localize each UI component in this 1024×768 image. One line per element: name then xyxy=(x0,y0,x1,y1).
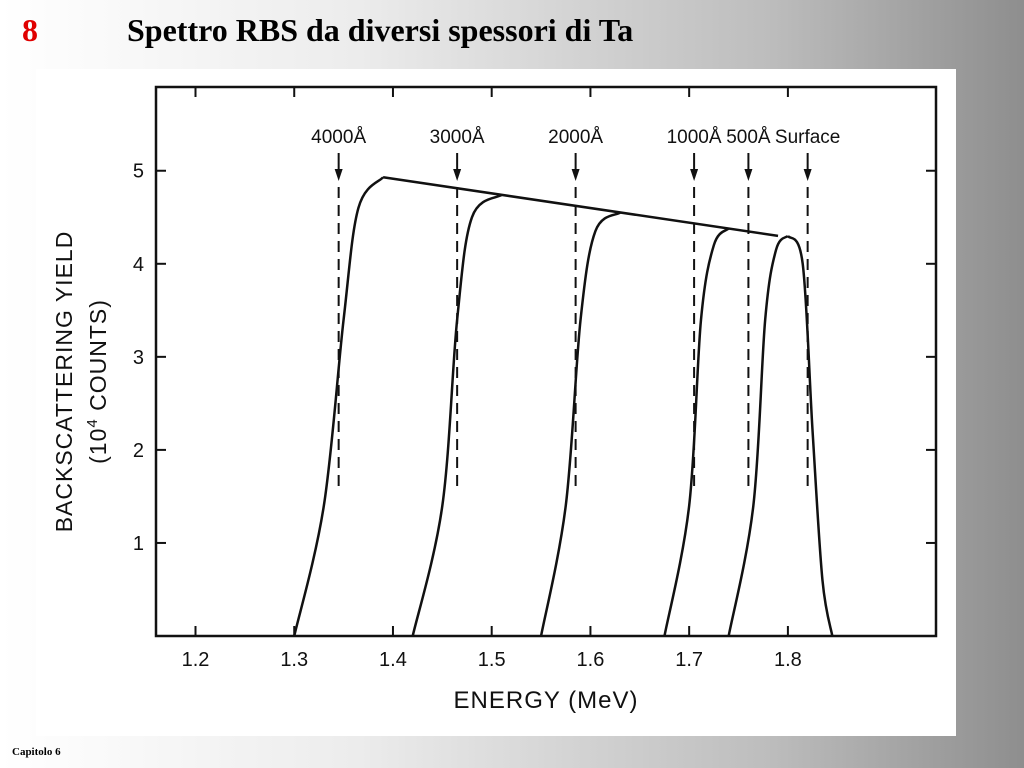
rbs-spectrum-figure: 1.2 1.3 1.4 1.5 1.6 1.7 1.8 1 2 3 4 5 ENERGY (MeV) BA… xyxy=(36,69,956,736)
depth-marker-arrowhead xyxy=(571,169,580,181)
slide-title: Spettro RBS da diversi spessori di Ta xyxy=(127,12,634,48)
depth-marker-arrowhead xyxy=(334,169,343,181)
x-tick-label: 1.6 xyxy=(577,649,605,671)
y-tick-label: 2 xyxy=(133,440,144,462)
y-axis-label: BACKSCATTERING YIELD xyxy=(51,231,77,533)
depth-marker-arrowhead xyxy=(803,169,812,181)
y-tick-label: 1 xyxy=(133,533,144,555)
spectrum-curve xyxy=(293,176,385,637)
plot-frame xyxy=(154,85,938,638)
spectrum-curve xyxy=(663,227,730,637)
x-tick-label: 1.3 xyxy=(280,649,308,671)
depth-marker-label: 4000Å xyxy=(311,127,366,148)
x-tick-label: 1.4 xyxy=(379,649,407,671)
depth-marker-label: 3000Å xyxy=(430,127,485,148)
spectrum-curve xyxy=(539,211,621,637)
depth-marker-arrowhead xyxy=(453,169,462,181)
slide-number: 8 xyxy=(22,12,38,48)
depth-marker-label: 2000Å xyxy=(548,127,603,148)
x-tick-label: 1.5 xyxy=(478,649,506,671)
y-tick-label: 3 xyxy=(133,347,144,369)
chapter-footer: Capitolo 6 xyxy=(12,746,61,758)
spectrum-curve xyxy=(786,235,834,637)
depth-marker-arrowhead xyxy=(744,169,753,181)
x-tick-label: 1.7 xyxy=(675,649,703,671)
y-tick-label: 5 xyxy=(133,161,144,183)
y-tick-label: 4 xyxy=(133,254,144,276)
depth-marker-label: Surface xyxy=(775,127,840,148)
depth-marker-label: 1000Å xyxy=(667,127,722,148)
depth-marker-arrowhead xyxy=(690,169,699,181)
y-axis-unit-label: (104 COUNTS) xyxy=(84,299,111,464)
spectrum-curve xyxy=(727,234,789,637)
x-axis-label: ENERGY (MeV) xyxy=(454,687,639,714)
depth-marker-label: 500Å xyxy=(726,127,771,148)
yield-envelope-line xyxy=(382,176,779,238)
spectrum-curve xyxy=(411,193,503,637)
x-tick-label: 1.8 xyxy=(774,649,802,671)
rbs-spectrum-chart: 1.2 1.3 1.4 1.5 1.6 1.7 1.8 1 2 3 4 5 ENERGY (MeV) BA… xyxy=(51,85,938,714)
x-tick-label: 1.2 xyxy=(182,649,210,671)
